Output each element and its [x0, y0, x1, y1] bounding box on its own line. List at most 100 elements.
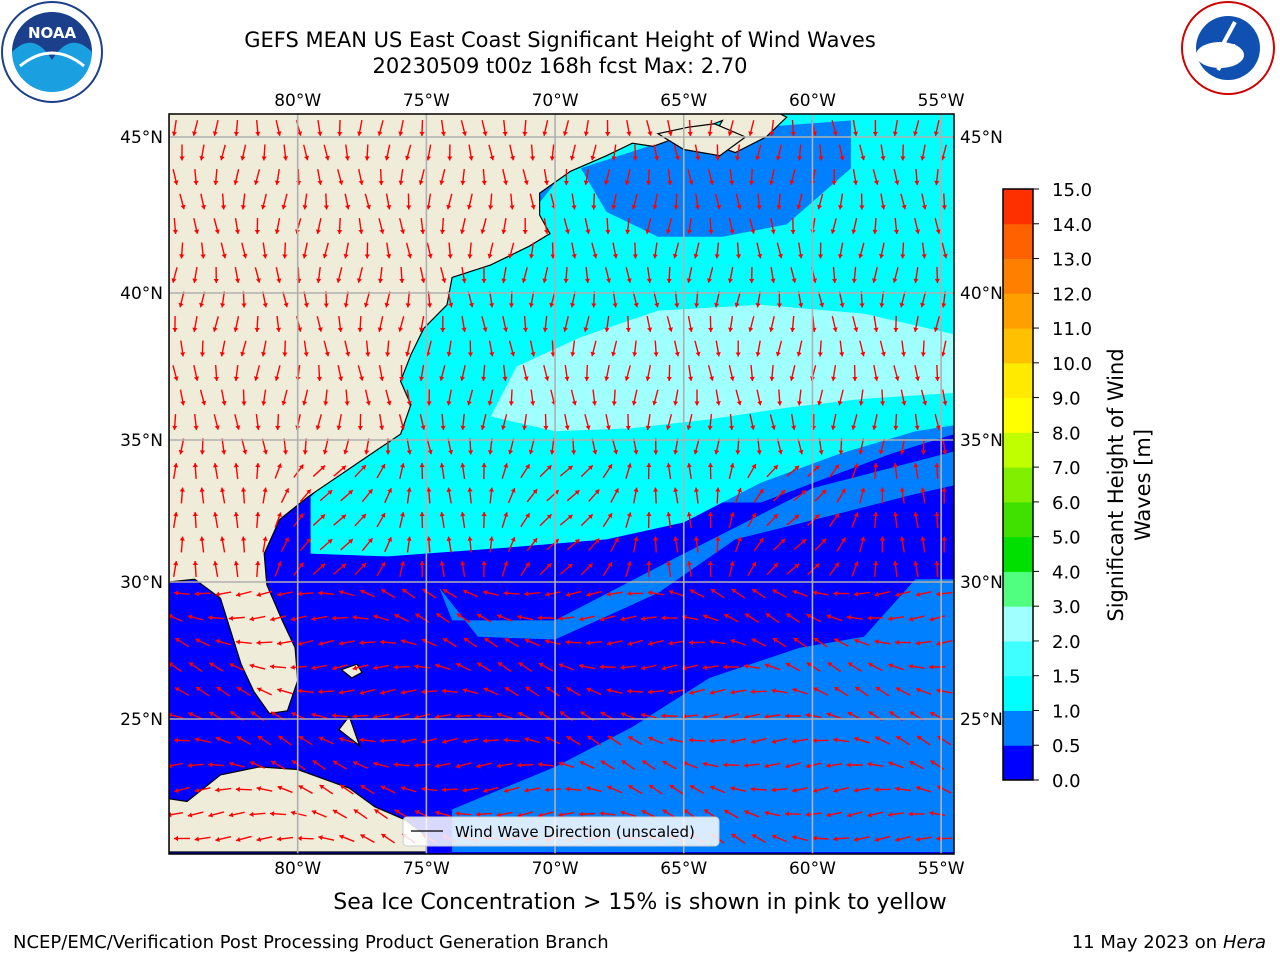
wave-direction-arrow [507, 487, 516, 504]
wave-direction-arrow [315, 414, 322, 430]
wave-direction-arrow [399, 364, 405, 382]
wave-direction-arrow [914, 413, 920, 431]
wave-direction-arrow [333, 563, 347, 575]
wave-direction-arrow [174, 786, 190, 794]
wave-direction-arrow [241, 389, 247, 406]
colorbar-tick-label: 12.0 [1052, 284, 1092, 305]
wave-direction-arrow [564, 414, 570, 430]
wave-direction-arrow [798, 242, 804, 259]
wave-direction-arrow [673, 144, 680, 161]
colorbar-tick-label: 1.5 [1052, 667, 1081, 688]
wave-direction-arrow [212, 560, 219, 578]
wave-direction-arrow [586, 687, 602, 696]
wave-direction-arrow [467, 340, 474, 357]
wave-direction-arrow [460, 413, 466, 431]
wave-direction-arrow [212, 462, 219, 480]
wave-direction-arrow [331, 713, 348, 719]
wave-direction-arrow [631, 389, 638, 406]
wave-direction-arrow [462, 738, 479, 744]
colorbar-tick-label: 0.0 [1052, 771, 1081, 792]
wave-direction-arrow [502, 364, 508, 382]
wave-direction-arrow [488, 340, 495, 357]
colorbar-tick-label: 6.0 [1052, 493, 1081, 514]
wave-direction-arrow [200, 193, 207, 210]
wave-direction-arrow [537, 811, 554, 818]
wave-direction-arrow [936, 639, 953, 646]
wave-direction-arrow [502, 119, 508, 137]
wave-direction-arrow [228, 811, 245, 818]
wave-direction-arrow [360, 833, 375, 844]
wave-direction-arrow [853, 787, 870, 793]
wave-direction-arrow [529, 193, 536, 210]
wave-direction-arrow [772, 637, 787, 648]
wave-direction-arrow [400, 785, 417, 793]
wave-direction-arrow [748, 316, 755, 332]
wave-direction-arrow [563, 218, 570, 234]
wave-direction-arrow [768, 316, 775, 332]
wave-direction-arrow [419, 119, 425, 137]
wave-direction-arrow [591, 291, 597, 308]
wave-direction-arrow [316, 266, 322, 284]
wave-direction-arrow [503, 786, 520, 794]
wave-direction-arrow [447, 291, 454, 308]
wave-direction-arrow [441, 737, 458, 745]
wave-direction-arrow [836, 537, 846, 552]
wave-direction-arrow [640, 712, 657, 719]
wave-direction-arrow [187, 614, 204, 621]
wave-direction-arrow [893, 315, 899, 333]
wave-direction-arrow [312, 563, 326, 575]
wave-direction-arrow [354, 513, 367, 527]
wave-direction-arrow [507, 536, 516, 553]
wave-direction-arrow [920, 438, 927, 455]
wave-direction-arrow [729, 168, 735, 186]
wave-direction-arrow [915, 836, 932, 842]
wave-direction-arrow [734, 291, 741, 308]
wave-direction-arrow [219, 340, 226, 357]
arrow-legend: Wind Wave Direction (unscaled) [402, 816, 720, 847]
wave-direction-arrow [337, 315, 343, 333]
wave-direction-arrow [377, 120, 384, 136]
wave-direction-arrow [731, 588, 746, 599]
wave-direction-arrow [693, 438, 700, 455]
wave-direction-arrow [194, 737, 211, 743]
wave-direction-arrow [456, 612, 471, 624]
wave-direction-arrow [893, 217, 899, 235]
wave-direction-arrow [653, 536, 659, 553]
wave-direction-arrow [331, 615, 348, 621]
wave-direction-arrow [538, 662, 554, 672]
wave-direction-arrow [647, 689, 664, 695]
wave-direction-arrow [827, 661, 842, 673]
wave-direction-arrow [343, 438, 350, 455]
wave-direction-arrow [653, 340, 659, 357]
wave-direction-arrow [934, 560, 940, 578]
wave-direction-arrow [262, 291, 268, 308]
wave-direction-arrow [715, 487, 721, 504]
wave-direction-arrow [755, 144, 762, 161]
wave-direction-arrow [853, 591, 870, 597]
wave-direction-arrow [846, 811, 863, 818]
wave-direction-arrow [254, 315, 260, 333]
wave-direction-arrow [584, 266, 591, 284]
wave-direction-arrow [229, 663, 245, 671]
wave-direction-arrow [730, 738, 747, 744]
wave-direction-arrow [888, 761, 904, 769]
wave-direction-arrow [707, 267, 714, 283]
wave-direction-arrow [508, 389, 514, 406]
wave-direction-arrow [769, 169, 775, 185]
colorbar-tick-label: 11.0 [1052, 319, 1092, 340]
wave-direction-arrow [702, 664, 719, 671]
wave-direction-arrow [694, 144, 701, 161]
wave-direction-arrow [172, 511, 179, 529]
wave-direction-arrow [384, 291, 391, 308]
wave-direction-arrow [591, 389, 598, 406]
wave-direction-arrow [421, 689, 438, 695]
wave-direction-arrow [298, 784, 313, 795]
wave-direction-arrow [373, 761, 389, 768]
wave-direction-arrow [240, 340, 247, 357]
wave-direction-arrow [744, 810, 760, 818]
wave-direction-arrow [687, 119, 693, 137]
wave-direction-arrow [859, 536, 866, 553]
wave-direction-arrow [282, 438, 289, 455]
wave-direction-arrow [941, 242, 948, 259]
wave-direction-arrow [323, 291, 329, 308]
